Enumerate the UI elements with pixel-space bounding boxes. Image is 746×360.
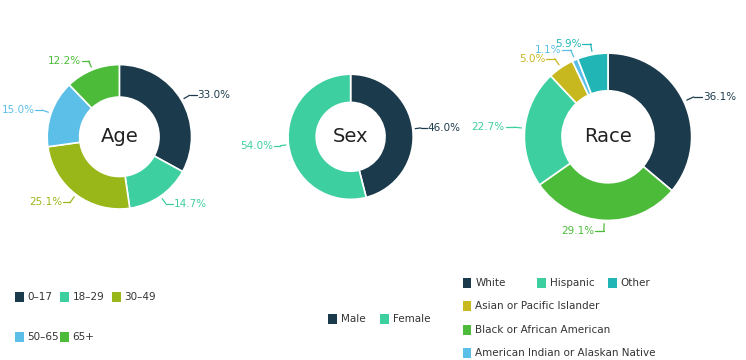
Text: 22.7%: 22.7% bbox=[471, 122, 505, 132]
Wedge shape bbox=[524, 76, 577, 185]
Text: Other: Other bbox=[621, 278, 651, 288]
Wedge shape bbox=[125, 156, 183, 208]
Text: 25.1%: 25.1% bbox=[29, 197, 63, 207]
Text: Asian or Pacific Islander: Asian or Pacific Islander bbox=[475, 301, 600, 311]
Text: 0–17: 0–17 bbox=[28, 292, 53, 302]
Wedge shape bbox=[572, 59, 592, 95]
Text: 50–65: 50–65 bbox=[28, 332, 59, 342]
Text: 14.7%: 14.7% bbox=[174, 199, 207, 209]
Text: American Indian or Alaskan Native: American Indian or Alaskan Native bbox=[475, 348, 656, 358]
Text: Sex: Sex bbox=[333, 127, 369, 146]
Wedge shape bbox=[608, 53, 692, 191]
Wedge shape bbox=[288, 74, 366, 199]
Text: 54.0%: 54.0% bbox=[241, 141, 274, 151]
Text: 12.2%: 12.2% bbox=[48, 56, 81, 66]
Text: 29.1%: 29.1% bbox=[562, 226, 595, 236]
Text: 5.0%: 5.0% bbox=[519, 54, 545, 64]
Text: Black or African American: Black or African American bbox=[475, 325, 610, 335]
Text: White: White bbox=[475, 278, 506, 288]
Wedge shape bbox=[119, 64, 192, 172]
Text: 36.1%: 36.1% bbox=[703, 92, 736, 102]
Text: 33.0%: 33.0% bbox=[198, 90, 231, 100]
Text: 65+: 65+ bbox=[72, 332, 94, 342]
Wedge shape bbox=[48, 142, 130, 209]
Text: 18–29: 18–29 bbox=[72, 292, 104, 302]
Wedge shape bbox=[551, 61, 589, 103]
Text: 5.9%: 5.9% bbox=[555, 39, 581, 49]
Text: Hispanic: Hispanic bbox=[550, 278, 595, 288]
Text: 30–49: 30–49 bbox=[125, 292, 156, 302]
Text: 15.0%: 15.0% bbox=[1, 105, 34, 115]
Wedge shape bbox=[47, 85, 92, 147]
Text: 1.1%: 1.1% bbox=[535, 45, 562, 55]
Text: Male: Male bbox=[341, 314, 366, 324]
Text: 46.0%: 46.0% bbox=[427, 123, 460, 133]
Text: Female: Female bbox=[393, 314, 430, 324]
Wedge shape bbox=[351, 74, 413, 197]
Text: Race: Race bbox=[584, 127, 632, 146]
Text: Age: Age bbox=[101, 127, 138, 146]
Wedge shape bbox=[577, 53, 608, 94]
Wedge shape bbox=[539, 163, 672, 220]
Wedge shape bbox=[69, 64, 119, 108]
